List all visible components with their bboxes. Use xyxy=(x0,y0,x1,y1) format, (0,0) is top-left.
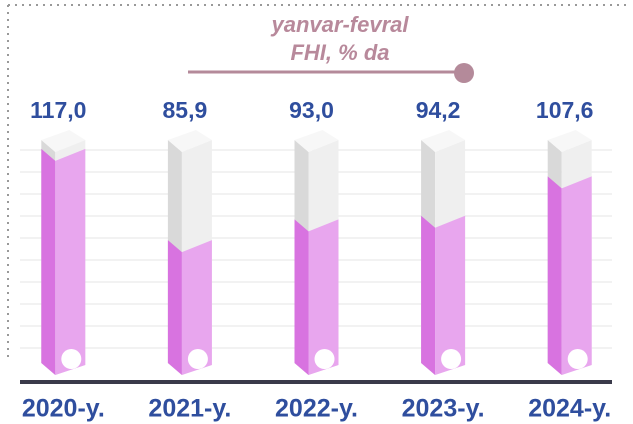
tube-bubble xyxy=(441,349,462,369)
x-tick-label: 2021-y. xyxy=(148,395,231,423)
tube-bubble xyxy=(187,349,208,369)
x-tick-label: 2020-y. xyxy=(22,395,105,423)
value-label: 94,2 xyxy=(416,97,461,123)
title-dot xyxy=(454,63,474,83)
tube-top xyxy=(421,130,466,152)
chart-title: yanvar-fevral xyxy=(271,12,410,37)
bar xyxy=(294,219,309,375)
x-tick-label: 2023-y. xyxy=(402,395,485,423)
bar xyxy=(181,240,212,375)
tube-top xyxy=(294,130,339,152)
x-tick-label: 2022-y. xyxy=(275,395,358,423)
tube-bubble xyxy=(567,349,588,369)
value-label: 107,6 xyxy=(536,97,594,123)
tube-top xyxy=(167,130,212,152)
tube-bubble xyxy=(61,349,82,369)
bar xyxy=(561,176,592,375)
value-label: 85,9 xyxy=(163,97,208,123)
bar xyxy=(435,215,466,375)
tube-top xyxy=(547,130,592,152)
value-label: 93,0 xyxy=(289,97,334,123)
value-label: 117,0 xyxy=(30,97,86,123)
bar xyxy=(55,148,86,375)
bar xyxy=(421,215,436,375)
x-tick-label: 2024-y. xyxy=(528,395,611,423)
tube-bubble xyxy=(314,349,335,369)
bar xyxy=(308,219,339,375)
bar xyxy=(41,148,56,375)
chart-title: FHI, % da xyxy=(290,40,389,65)
bar xyxy=(547,176,562,375)
bar xyxy=(167,240,182,375)
tube-top xyxy=(41,130,86,152)
